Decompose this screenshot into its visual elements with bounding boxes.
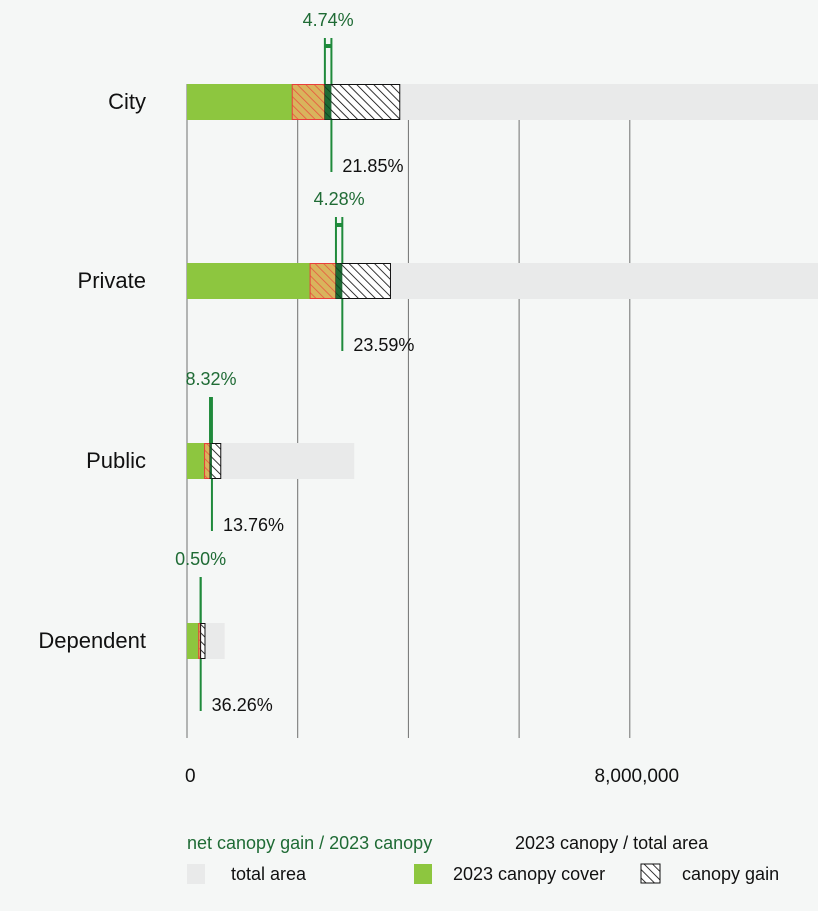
canopy-cover-bar-public: [187, 443, 205, 479]
category-label-public: Public: [86, 448, 146, 473]
x-tick-label-0: 0: [185, 766, 196, 787]
net-gain-bracket-public: [209, 397, 213, 443]
canopy-cover-bar-city: [187, 84, 293, 120]
net-gain-label-private: 4.28%: [314, 189, 365, 209]
canopy-ratio-label-private: 23.59%: [353, 335, 414, 355]
net-gain-bracket-private: [334, 217, 344, 263]
net-gain-bar-private: [335, 263, 343, 299]
net-gain-label-dependent: 0.50%: [175, 549, 226, 569]
canopy-gain-bar-city: [324, 84, 401, 120]
ratio-markers: 4.74% 21.85% 4.28% 23.59% 8.32% 13.76% 0.50% 36…: [175, 10, 414, 715]
net-gain-bar-public: [210, 443, 212, 479]
net-gain-bar-city: [324, 84, 332, 120]
canopy-loss-bar-private: [309, 263, 337, 299]
net-gain-bracket-city: [323, 38, 333, 84]
legend-canopy-gain-label: canopy gain: [682, 864, 779, 884]
category-labels: City Private Public Dependent: [38, 89, 146, 653]
category-label-city: City: [108, 89, 146, 114]
net-gain-label-public: 8.32%: [185, 369, 236, 389]
canopy-loss-bar-city: [291, 84, 326, 120]
canopy-ratio-label-dependent: 36.26%: [212, 695, 273, 715]
canopy-cover-bar-dependent: [187, 623, 199, 659]
legend: net canopy gain / 2023 canopy 2023 canop…: [187, 833, 779, 884]
x-tick-label-4: 8,000,000: [595, 766, 680, 787]
legend-total-area-label: total area: [231, 864, 307, 884]
canopy-ratio-label-city: 21.85%: [342, 156, 403, 176]
canopy-gain-bar-dependent: [200, 623, 206, 659]
legend-net-ratio-label: net canopy gain / 2023 canopy: [187, 833, 432, 853]
bars: [187, 84, 818, 659]
x-tick-labels: 0 8,000,000: [185, 766, 679, 787]
category-label-private: Private: [78, 268, 146, 293]
legend-canopy-cover-label: 2023 canopy cover: [453, 864, 605, 884]
canopy-loss-bar-public: [204, 443, 211, 479]
gridlines: [186, 84, 631, 738]
canopy-gain-bar-private: [335, 263, 391, 299]
canopy-ratio-label-public: 13.76%: [223, 515, 284, 535]
net-gain-label-city: 4.74%: [303, 10, 354, 30]
canopy-cover-bar-private: [187, 263, 311, 299]
legend-canopy-gain-swatch: [640, 863, 661, 884]
legend-canopy-cover-swatch: [414, 864, 432, 884]
category-label-dependent: Dependent: [38, 628, 146, 653]
legend-total-area-swatch: [187, 864, 205, 884]
legend-canopy-ratio-label: 2023 canopy / total area: [515, 833, 709, 853]
